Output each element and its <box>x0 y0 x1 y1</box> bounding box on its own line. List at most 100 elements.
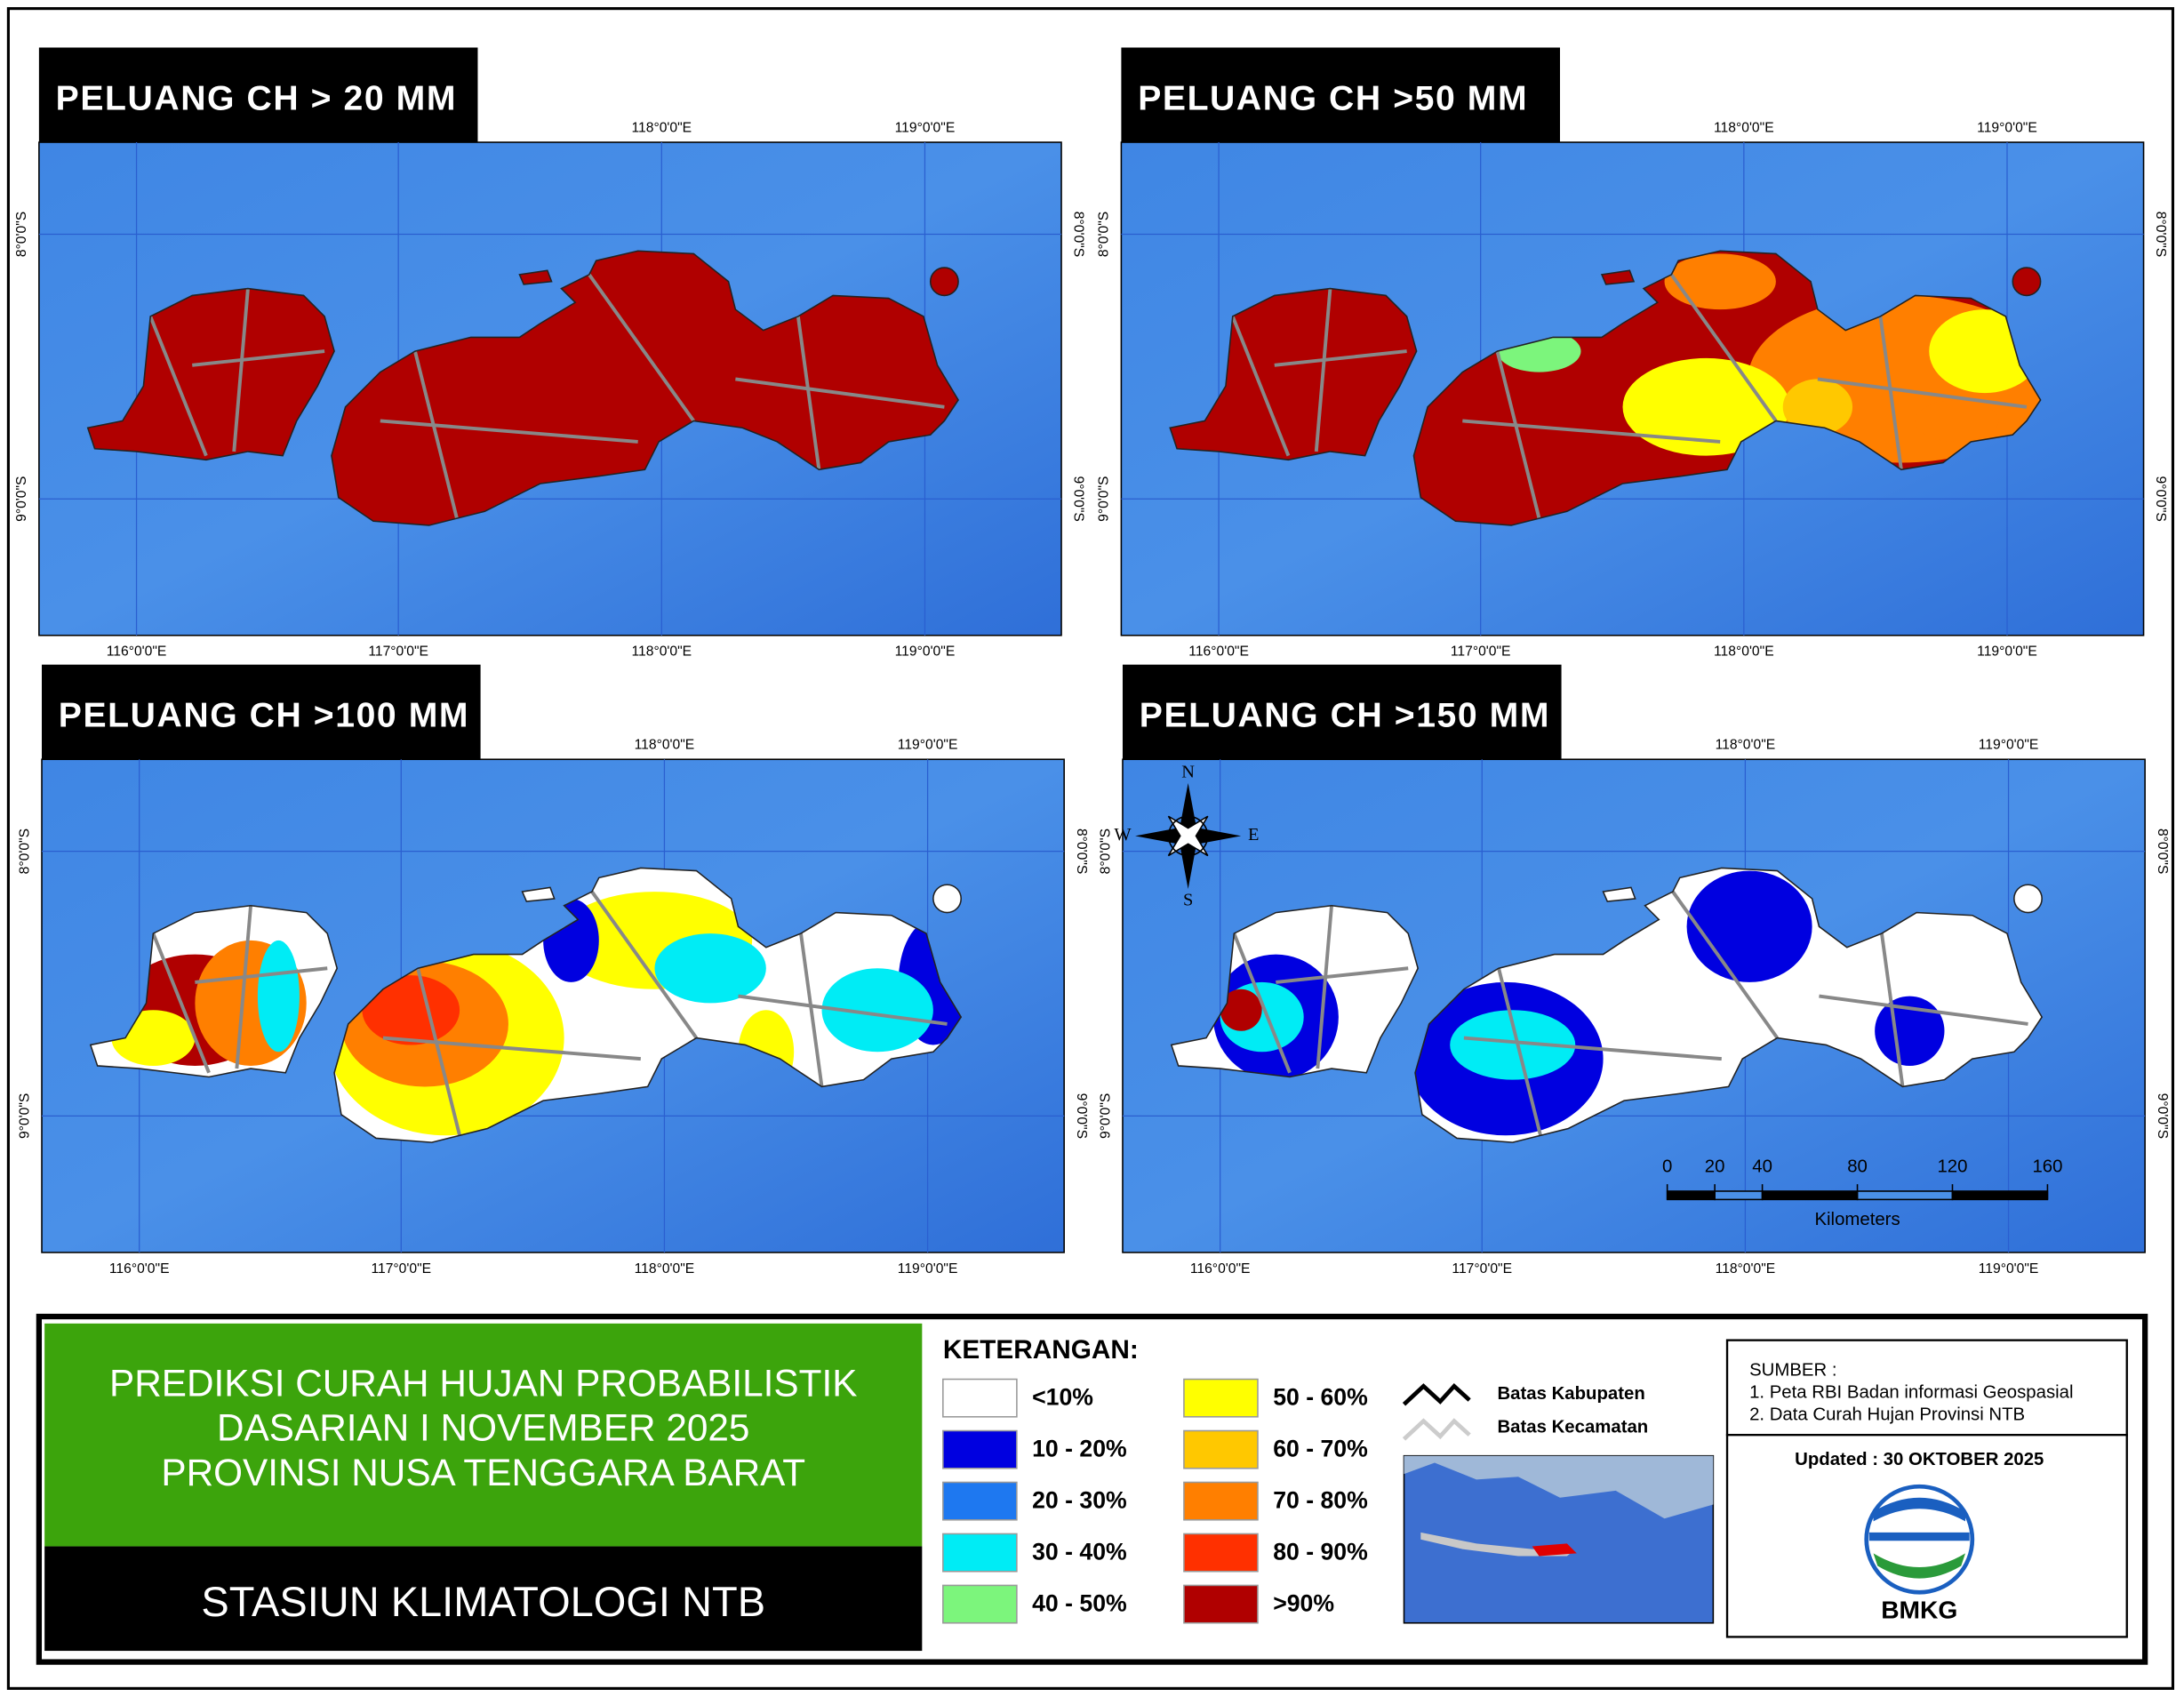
compass-ring <box>1167 815 1209 857</box>
lon-label: 119°0'0"E <box>1977 121 2037 136</box>
legend-label: 80 - 90% <box>1273 1538 1368 1565</box>
lat-label: 8°0'0"S <box>17 828 32 874</box>
compass: N S E W <box>1114 763 1259 910</box>
lat-label: 8°0'0"S <box>2155 828 2170 874</box>
lon-label: 116°0'0"E <box>1188 644 1249 660</box>
legend-swatch <box>1183 1429 1259 1469</box>
main-title: PROVINSI NUSA TENGGARA BARAT <box>161 1452 805 1493</box>
legend-label: 70 - 80% <box>1273 1486 1368 1513</box>
legend-swatch <box>942 1481 1018 1521</box>
map-panel: PELUANG CH >150 MM 116°0'0"E 117°0'0"E 118°… <box>1098 664 2170 1277</box>
district-boundary <box>1878 316 1903 470</box>
district-boundary <box>235 905 253 1069</box>
district-boundary <box>1462 419 1721 444</box>
scale-label: 0 <box>1662 1157 1672 1177</box>
lon-label: 118°0'0"E <box>1716 738 1776 753</box>
lon-label: 117°0'0"E <box>368 644 428 660</box>
info-frame <box>36 1313 2148 1665</box>
district-boundary <box>151 933 211 1074</box>
lon-label: 117°0'0"E <box>1452 1261 1512 1277</box>
scale-segment <box>1951 1190 2049 1201</box>
legend-label: 40 - 50% <box>1032 1589 1127 1616</box>
legend-swatch <box>942 1429 1018 1469</box>
lon-label: 119°0'0"E <box>898 738 958 753</box>
lon-label: 117°0'0"E <box>371 1261 431 1277</box>
district-boundary <box>738 994 948 1026</box>
title-box <box>38 47 478 143</box>
probability-zone <box>1915 399 1999 442</box>
bmkg-logo <box>1864 1484 1975 1595</box>
district-boundary <box>1669 273 1778 422</box>
lat-label: 9°0'0"S <box>1074 1093 1089 1139</box>
lon-label: 116°0'0"E <box>109 1261 170 1277</box>
compass-letter: S <box>1183 891 1193 910</box>
title-box <box>1122 664 1562 760</box>
main-title: DASARIAN I NOVEMBER 2025 <box>217 1407 749 1449</box>
lat-label: 8°0'0"S <box>14 212 29 257</box>
lon-label: 119°0'0"E <box>1979 738 2039 753</box>
scale-label: 20 <box>1705 1157 1725 1177</box>
probability-zones <box>1212 870 2028 1136</box>
probability-zone <box>1686 870 1812 982</box>
district-boundary <box>413 350 459 519</box>
district-boundary <box>1230 316 1291 457</box>
district-boundary <box>1232 933 1292 1074</box>
district-boundary <box>192 349 325 367</box>
district-boundary <box>1463 1036 1722 1061</box>
lon-label: 119°0'0"E <box>898 1261 958 1277</box>
lat-label: 8°0'0"S <box>1071 212 1086 257</box>
lon-label: 118°0'0"E <box>1714 121 1774 136</box>
main-title: PREDIKSI CURAH HUJAN PROBABILISTIK <box>109 1363 857 1405</box>
legend-swatch <box>1183 1481 1259 1521</box>
district-boundary <box>1316 905 1333 1069</box>
panel-title: PELUANG CH >150 MM <box>1140 697 1550 735</box>
scale-segment <box>1761 1190 1859 1201</box>
district-boundary <box>796 316 821 470</box>
outer-frame <box>6 7 2175 1690</box>
probability-zone <box>257 940 300 1053</box>
map-panel: PELUANG CH > 20 MM 116°0'0"E 117°0'0"E 118°… <box>14 47 1086 660</box>
compass-letter: W <box>1114 825 1132 844</box>
district-boundary <box>1274 349 1407 367</box>
lat-label: 8°0'0"S <box>1097 212 1112 257</box>
legend-title: KETERANGAN: <box>943 1335 1139 1365</box>
district-boundary <box>1671 890 1780 1039</box>
legend-label: 50 - 60% <box>1273 1383 1368 1410</box>
compass-letter: E <box>1248 825 1259 844</box>
lon-label: 119°0'0"E <box>895 644 956 660</box>
lon-label: 118°0'0"E <box>1714 644 1774 660</box>
probability-zones <box>111 890 962 1136</box>
probability-zone <box>1782 379 1853 436</box>
district-boundary <box>1817 377 2028 409</box>
panel-title: PELUANG CH >50 MM <box>1138 79 1528 117</box>
legend-swatch <box>942 1533 1018 1573</box>
title-box <box>1121 47 1560 143</box>
district-boundary <box>1276 966 1409 984</box>
lon-label: 119°0'0"E <box>1977 644 2037 660</box>
lat-label: 8°0'0"S <box>2153 212 2168 257</box>
lat-label: 9°0'0"S <box>1098 1093 1113 1139</box>
inset-map <box>1403 1454 1715 1624</box>
lat-label: 9°0'0"S <box>1097 476 1112 522</box>
lon-label: 116°0'0"E <box>1190 1261 1251 1277</box>
district-boundary <box>382 1036 641 1061</box>
scale-segment <box>1714 1190 1764 1201</box>
legend-label: 30 - 40% <box>1032 1538 1127 1565</box>
source-item: 1. Peta RBI Badan informasi Geospasial <box>1749 1383 2073 1403</box>
probability-zone <box>362 975 460 1045</box>
probability-zone <box>821 968 933 1053</box>
legend-swatch <box>1183 1584 1259 1624</box>
compass-star <box>1167 815 1209 857</box>
scale-unit: Kilometers <box>1814 1210 1900 1229</box>
legend-label: <10% <box>1032 1383 1093 1410</box>
map-panels: PELUANG CH > 20 MM 116°0'0"E 117°0'0"E 118°… <box>14 47 2170 1277</box>
station-name: STASIUN KLIMATOLOGI NTB <box>201 1578 765 1625</box>
lat-label: 9°0'0"S <box>2155 1093 2170 1139</box>
district-boundary <box>195 966 328 984</box>
probability-zone <box>1450 1010 1576 1080</box>
lon-label: 118°0'0"E <box>1716 1261 1776 1277</box>
legend-label: >90% <box>1273 1589 1334 1616</box>
lon-label: 118°0'0"E <box>631 121 692 136</box>
source-item: 2. Data Curah Hujan Provinsi NTB <box>1749 1405 2025 1425</box>
